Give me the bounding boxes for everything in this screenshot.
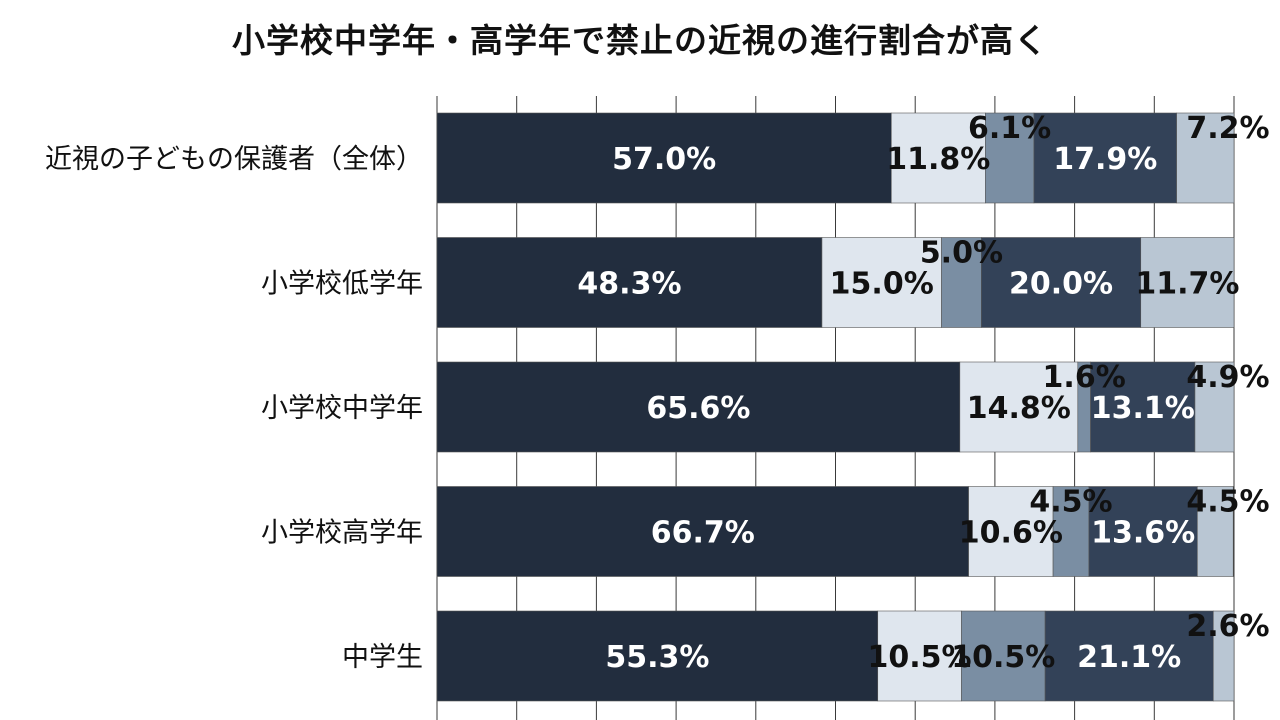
bars <box>436 112 1235 702</box>
category-label: 中学生 <box>342 642 423 673</box>
bar-segment <box>961 610 1046 702</box>
value-label: 10.5% <box>951 640 1055 675</box>
bar-segment <box>436 486 969 577</box>
value-label: 1.6% <box>1043 360 1126 395</box>
value-label: 48.3% <box>577 267 681 302</box>
bar-segment <box>985 112 1035 204</box>
value-label: 4.5% <box>1186 485 1269 520</box>
value-label: 4.9% <box>1186 360 1269 395</box>
bar-segment <box>1052 486 1090 577</box>
bar-segment <box>1194 361 1235 453</box>
value-labels: 57.0% 11.8%6.1%17.9% 7.2% 48.3% 15.0%5.0%20.… <box>577 111 1269 675</box>
value-label: 21.1% <box>1077 640 1181 675</box>
bar-segment <box>821 237 942 328</box>
bar-segment <box>1212 610 1235 702</box>
bar-segment <box>941 237 982 328</box>
value-label: 11.7% <box>1135 267 1239 302</box>
value-label: 13.1% <box>1091 391 1195 426</box>
category-label: 小学校低学年 <box>261 269 423 300</box>
value-label: 17.9% <box>1053 142 1157 177</box>
value-label: 2.6% <box>1186 609 1269 644</box>
value-label: 11.8% <box>886 142 990 177</box>
bar-segment <box>1140 237 1235 328</box>
value-label: 20.0% <box>1009 267 1113 302</box>
bar-segment <box>877 610 962 702</box>
value-label: 55.3% <box>605 640 709 675</box>
value-label: 10.6% <box>959 516 1063 551</box>
value-label: 66.7% <box>651 516 755 551</box>
bar-segment <box>436 361 961 453</box>
value-label: 57.0% <box>612 142 716 177</box>
value-label: 13.6% <box>1091 516 1195 551</box>
category-label: 小学校高学年 <box>261 518 423 549</box>
value-label: 15.0% <box>830 267 934 302</box>
bar-segment <box>1090 361 1196 453</box>
bar-segment <box>1197 486 1234 577</box>
value-label: 65.6% <box>646 391 750 426</box>
bar-segment <box>436 112 892 204</box>
chart-title: 小学校中学年・高学年で禁止の近視の進行割合が高く <box>232 21 1048 60</box>
bar-segment <box>1088 486 1198 577</box>
bar-segment <box>1044 610 1214 702</box>
category-label: 近視の子どもの保護者（全体） <box>45 144 423 175</box>
category-label: 小学校中学年 <box>261 393 423 424</box>
value-label: 6.1% <box>968 111 1051 146</box>
bar-segment <box>959 361 1079 453</box>
bar-segment <box>436 610 879 702</box>
value-label: 5.0% <box>920 236 1003 271</box>
value-label: 10.5% <box>868 640 972 675</box>
value-label: 14.8% <box>967 391 1071 426</box>
value-label: 4.5% <box>1029 485 1112 520</box>
value-label: 7.2% <box>1186 111 1269 146</box>
bar-segment <box>981 237 1142 328</box>
bar-segment <box>436 237 823 328</box>
bar-segment <box>1176 112 1235 204</box>
bar-segment <box>968 486 1054 577</box>
